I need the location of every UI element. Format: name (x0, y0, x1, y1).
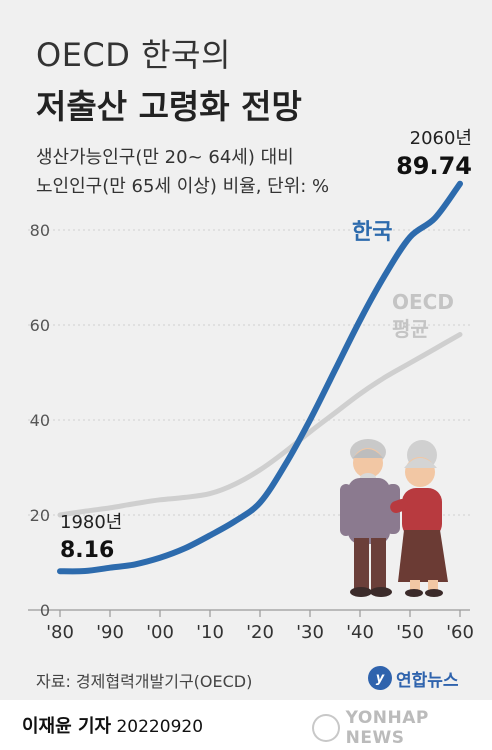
end-year-label: 2060년 (410, 128, 472, 149)
series-line-korea (57, 180, 463, 575)
series-label-oecd-line1: OECD (392, 290, 454, 314)
agency-logo-text: 연합뉴스 (396, 670, 459, 691)
watermark: YONHAP NEWS (312, 708, 492, 748)
start-year-label: 1980년 (60, 512, 122, 533)
series-label-korea: 한국 (352, 220, 392, 245)
y-tick-label: 20 (30, 506, 50, 525)
start-value-label: 8.16 (60, 538, 114, 563)
series-label-oecd-line2: 평균 (392, 317, 429, 341)
x-tick-label: '60 (446, 622, 474, 643)
y-tick-label: 80 (30, 221, 50, 240)
x-tick-label: '20 (246, 622, 274, 643)
agency-logo: y 연합뉴스 (368, 662, 459, 694)
y-tick-label: 60 (30, 316, 50, 335)
title-line1: OECD 한국의 (36, 36, 231, 74)
title-line2: 저출산 고령화 전망 (36, 87, 302, 126)
reporter-credit: 이재윤 기자 20220920 (22, 712, 203, 738)
end-value-label: 89.74 (396, 152, 472, 180)
elderly-couple-illustration (340, 439, 448, 597)
series-line-oecd (57, 332, 463, 518)
line-chart: 0 20 40 60 80 '80 '90 '00 '10 '20 '30 '40 '50 '60 19… (28, 128, 474, 643)
reporter-name: 이재윤 기자 (22, 716, 112, 737)
x-tick-label: '40 (346, 622, 374, 643)
x-tick-label: '50 (396, 622, 424, 643)
y-tick-label: 0 (40, 601, 50, 620)
x-axis: '80 '90 '00 '10 '20 '30 '40 '50 '60 (46, 610, 474, 643)
subtitle-line2: 노인인구(만 65세 이상) 비율, 단위: % (36, 176, 330, 197)
x-tick-label: '30 (296, 622, 324, 643)
y-axis: 0 20 40 60 80 (30, 221, 50, 620)
watermark-text: YONHAP NEWS (345, 708, 429, 748)
x-tick-label: '10 (196, 622, 224, 643)
x-tick-label: '90 (96, 622, 124, 643)
footer-bar (0, 700, 492, 750)
publish-date: 20220920 (116, 717, 204, 737)
x-tick-label: '80 (46, 622, 74, 643)
yonhap-logo-icon: y (368, 666, 392, 690)
yonhap-watermark-icon (312, 714, 340, 742)
subtitle-line1: 생산가능인구(만 20~ 64세) 대비 (36, 147, 294, 168)
x-tick-label: '00 (146, 622, 174, 643)
y-tick-label: 40 (30, 411, 50, 430)
source-note: 자료: 경제협력개발기구(OECD) (36, 672, 253, 691)
